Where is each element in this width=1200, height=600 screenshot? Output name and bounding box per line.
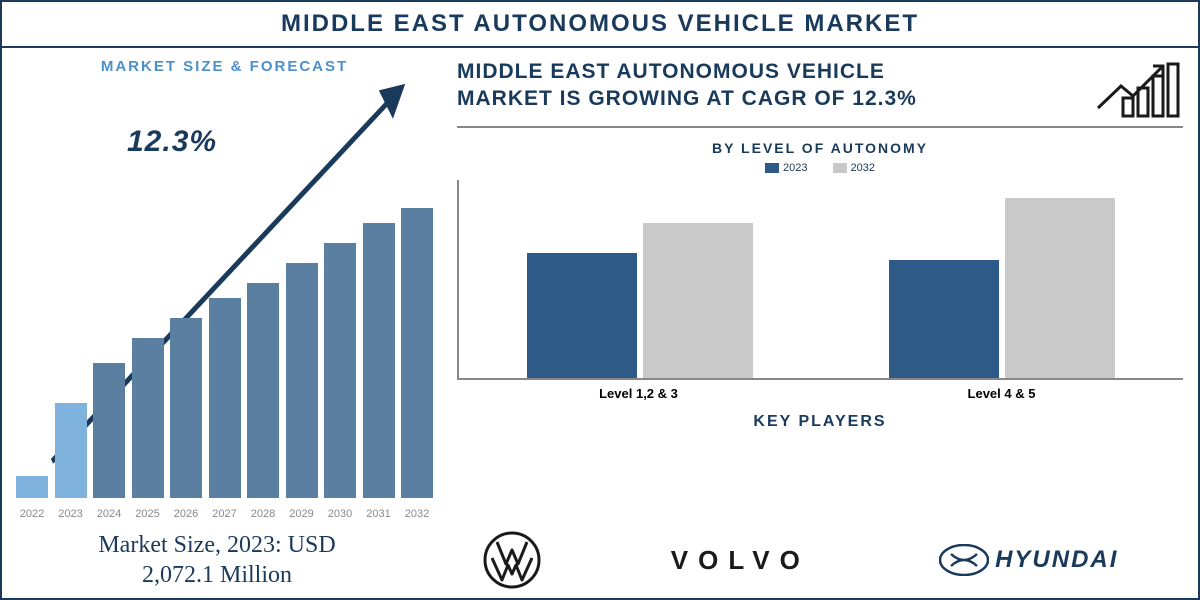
forecast-bar bbox=[247, 283, 279, 498]
headline-line2: MARKET IS GROWING AT CAGR OF 12.3% bbox=[457, 87, 917, 110]
bottom-row: Market Size, 2023: USD 2,072.1 Million V… bbox=[2, 525, 1198, 598]
forecast-year-label: 2024 bbox=[93, 508, 125, 520]
autonomy-x-axis: Level 1,2 & 3Level 4 & 5 bbox=[457, 386, 1183, 401]
headline-text: MIDDLE EAST AUTONOMOUS VEHICLE MARKET IS… bbox=[457, 58, 1083, 113]
market-size-line1: Market Size, 2023: USD bbox=[98, 532, 335, 558]
forecast-year-label: 2030 bbox=[324, 508, 356, 520]
legend-swatch bbox=[765, 163, 779, 173]
forecast-year-label: 2026 bbox=[170, 508, 202, 520]
logo-hyundai-icon bbox=[939, 544, 989, 576]
autonomy-legend: 2023 2032 bbox=[457, 162, 1183, 174]
forecast-year-label: 2023 bbox=[55, 508, 87, 520]
forecast-year-label: 2027 bbox=[209, 508, 241, 520]
bar-group bbox=[459, 223, 821, 378]
forecast-bar bbox=[363, 223, 395, 498]
growth-chart-icon bbox=[1093, 58, 1183, 118]
autonomy-bar bbox=[643, 223, 753, 378]
legend-item: 2023 bbox=[765, 162, 807, 174]
forecast-chart: 12.3% 2022202320242025202620272028202920… bbox=[12, 80, 437, 520]
forecast-year-label: 2029 bbox=[286, 508, 318, 520]
forecast-year-label: 2028 bbox=[247, 508, 279, 520]
autonomy-bar bbox=[1005, 198, 1115, 378]
logo-hyundai-text: HYUNDAI bbox=[995, 546, 1118, 574]
forecast-bar bbox=[16, 476, 48, 498]
headline-line1: MIDDLE EAST AUTONOMOUS VEHICLE bbox=[457, 60, 885, 83]
legend-label: 2023 bbox=[783, 162, 807, 174]
right-panel: MIDDLE EAST AUTONOMOUS VEHICLE MARKET IS… bbox=[447, 48, 1198, 525]
autonomy-chart: BY LEVEL OF AUTONOMY 2023 2032 Level 1,2 … bbox=[457, 140, 1183, 401]
logo-hyundai: HYUNDAI bbox=[939, 544, 1118, 576]
autonomy-plot bbox=[457, 180, 1183, 380]
forecast-year-label: 2022 bbox=[16, 508, 48, 520]
forecast-bar bbox=[55, 403, 87, 498]
left-panel: MARKET SIZE & FORECAST 12.3% 20222023202… bbox=[2, 48, 447, 525]
logo-vw-icon bbox=[482, 530, 542, 590]
autonomy-bar bbox=[889, 260, 999, 378]
logo-volvo-text: VOLVO bbox=[671, 545, 810, 576]
forecast-year-label: 2025 bbox=[132, 508, 164, 520]
legend-label: 2032 bbox=[851, 162, 875, 174]
autonomy-title: BY LEVEL OF AUTONOMY bbox=[457, 140, 1183, 156]
autonomy-bar bbox=[527, 253, 637, 378]
forecast-x-axis: 2022 2023 2024 2025 2026 2027 2028 2029 2030 2031… bbox=[12, 508, 437, 520]
forecast-bar bbox=[132, 338, 164, 498]
forecast-bar bbox=[401, 208, 433, 498]
forecast-bar bbox=[93, 363, 125, 498]
forecast-label: MARKET SIZE & FORECAST bbox=[12, 58, 437, 75]
forecast-bar bbox=[170, 318, 202, 498]
group-label: Level 4 & 5 bbox=[820, 386, 1183, 401]
legend-item: 2032 bbox=[833, 162, 875, 174]
group-label: Level 1,2 & 3 bbox=[457, 386, 820, 401]
main-title: MIDDLE EAST AUTONOMOUS VEHICLE MARKET bbox=[2, 2, 1198, 48]
forecast-year-label: 2031 bbox=[363, 508, 395, 520]
forecast-bar bbox=[209, 298, 241, 498]
bar-group bbox=[821, 198, 1183, 378]
headline-row: MIDDLE EAST AUTONOMOUS VEHICLE MARKET IS… bbox=[457, 58, 1183, 128]
market-size-line2: 2,072.1 Million bbox=[142, 562, 292, 588]
forecast-bars bbox=[12, 218, 437, 498]
key-players-label: KEY PLAYERS bbox=[457, 413, 1183, 431]
forecast-bar bbox=[324, 243, 356, 498]
forecast-year-label: 2032 bbox=[401, 508, 433, 520]
cagr-percentage: 12.3% bbox=[127, 125, 217, 159]
key-players-section: KEY PLAYERS bbox=[457, 413, 1183, 431]
main-content: MARKET SIZE & FORECAST 12.3% 20222023202… bbox=[2, 48, 1198, 525]
legend-swatch bbox=[833, 163, 847, 173]
infographic-container: MIDDLE EAST AUTONOMOUS VEHICLE MARKET MA… bbox=[0, 0, 1200, 600]
key-players-logos: VOLVO HYUNDAI bbox=[417, 530, 1183, 590]
forecast-bar bbox=[286, 263, 318, 498]
market-size-text: Market Size, 2023: USD 2,072.1 Million bbox=[17, 530, 417, 590]
